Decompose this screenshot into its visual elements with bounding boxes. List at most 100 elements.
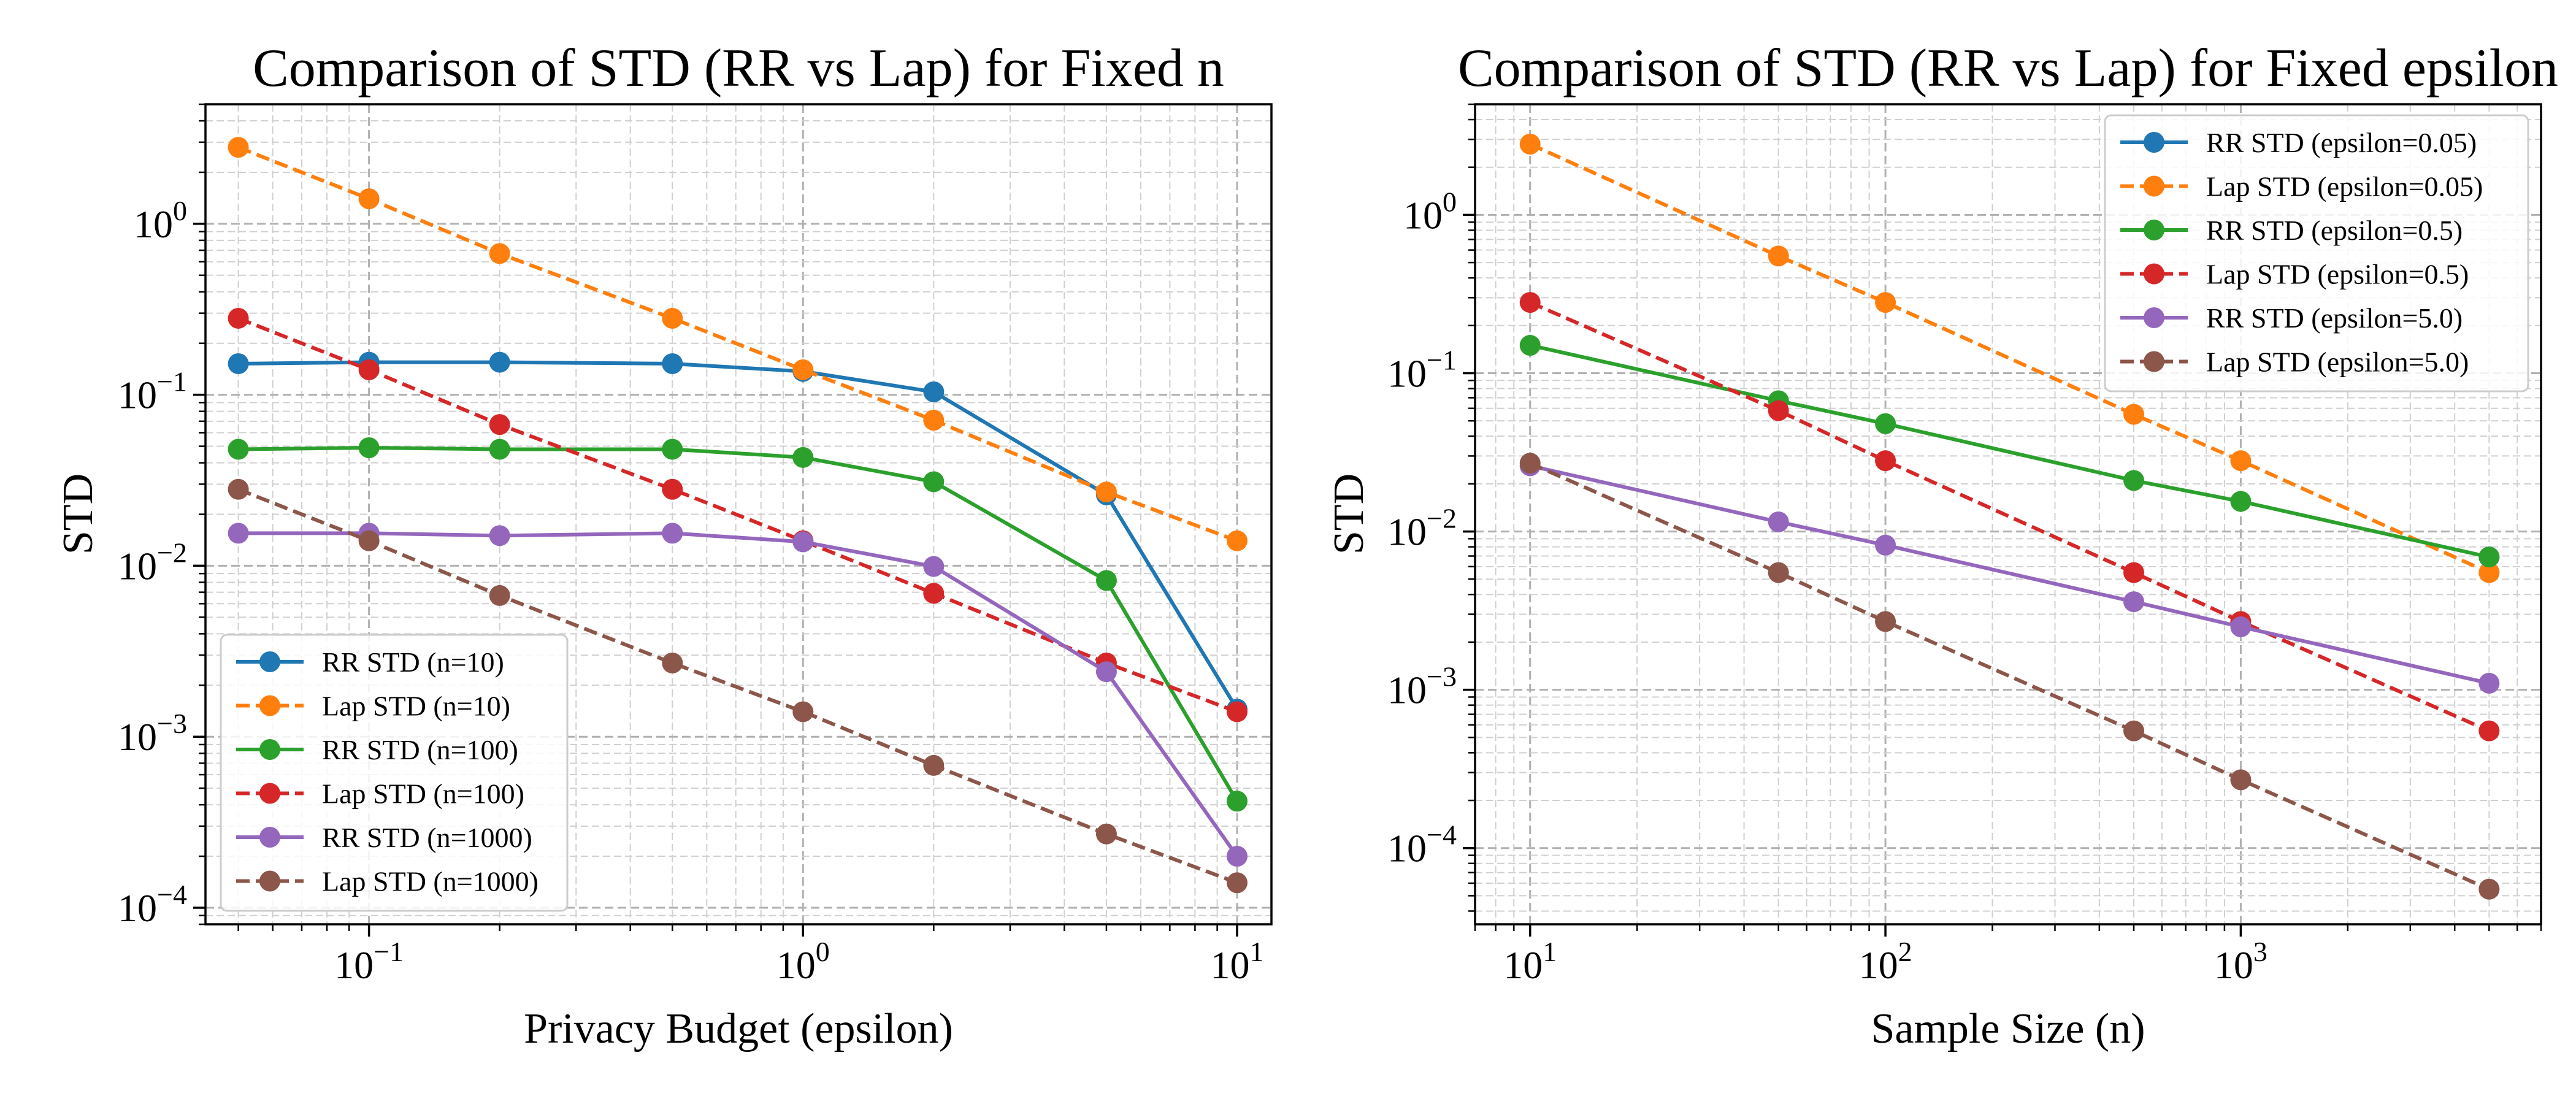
chart-title: Comparison of STD (RR vs Lap) for Fixed …: [1458, 39, 2558, 98]
legend-label: Lap STD (epsilon=0.05): [2206, 171, 2483, 202]
series-line: [237, 316, 1238, 714]
series-line: [1529, 142, 2490, 575]
x-tick-label: 10−1: [334, 936, 404, 987]
data-point: [489, 243, 510, 264]
y-tick-label: 10−1: [118, 366, 187, 417]
data-point: [1226, 701, 1248, 723]
series: [1519, 133, 2500, 583]
data-point: [489, 439, 510, 460]
data-point: [923, 754, 945, 776]
series-line: [1529, 461, 2490, 891]
legend-marker: [259, 870, 280, 892]
data-point: [2478, 878, 2500, 900]
data-point: [1875, 450, 1896, 472]
legend-label: Lap STD (n=10): [322, 691, 510, 722]
data-point: [792, 359, 814, 380]
data-point: [1519, 292, 1541, 313]
y-tick-label: 10−4: [118, 879, 187, 930]
data-point: [2123, 591, 2145, 613]
series: [1519, 453, 2500, 900]
plot-lines: [1519, 133, 2500, 900]
chart-fixed-epsilon: 101 102 103 10−4 10−3 10−2 10−1 100 Comparison …: [1325, 39, 2558, 1052]
y-axis-label: STD: [55, 473, 102, 554]
data-point: [228, 523, 249, 544]
series-line: [237, 145, 1238, 543]
data-point: [1768, 400, 1789, 421]
legend-marker: [259, 651, 280, 672]
legend-item: Lap STD (epsilon=0.5): [2120, 259, 2469, 290]
data-point: [2123, 562, 2145, 583]
data-point: [1519, 335, 1541, 356]
legend-marker: [2144, 351, 2164, 372]
legend-marker: [259, 783, 280, 804]
data-point: [1875, 534, 1896, 556]
data-point: [923, 583, 945, 604]
legend-item: RR STD (epsilon=5.0): [2120, 302, 2463, 334]
data-point: [2478, 672, 2500, 694]
legend-item: Lap STD (n=1000): [236, 866, 539, 897]
x-tick-label: 101: [1210, 936, 1263, 987]
data-point: [923, 381, 945, 402]
chart-title: Comparison of STD (RR vs Lap) for Fixed …: [253, 39, 1224, 98]
data-point: [1768, 511, 1789, 532]
legend-box: [2104, 114, 2529, 393]
series: [228, 478, 1248, 894]
data-point: [358, 188, 380, 210]
data-point: [2123, 404, 2145, 425]
x-tick-label: 102: [1859, 936, 1912, 987]
tick-labels: 101 102 103 10−4 10−3 10−2 10−1 100: [1387, 103, 2542, 987]
axes-frame: [1474, 103, 2542, 926]
data-point: [2123, 470, 2145, 491]
data-point: [228, 353, 249, 374]
data-point: [358, 437, 380, 459]
y-tick-label: 10−2: [118, 537, 187, 588]
data-point: [2478, 562, 2500, 583]
x-tick-label: 103: [2214, 936, 2267, 987]
data-point: [923, 556, 945, 577]
legend-label: RR STD (epsilon=5.0): [2206, 302, 2463, 334]
legend: RR STD (n=10) Lap STD (n=10) RR STD (n=100…: [220, 634, 569, 912]
data-point: [2230, 769, 2252, 791]
data-point: [2230, 616, 2252, 637]
data-point: [228, 439, 249, 460]
legend-box: [220, 634, 569, 912]
legend-item: Lap STD (n=10): [236, 691, 510, 722]
legend: RR STD (epsilon=0.05) Lap STD (epsilon=0.…: [2104, 114, 2529, 393]
series: [228, 137, 1248, 551]
data-point: [358, 359, 380, 380]
x-tick-label: 100: [776, 936, 830, 987]
y-axis-label: STD: [1325, 473, 1373, 554]
data-point: [2230, 450, 2252, 472]
legend-label: RR STD (epsilon=0.05): [2206, 127, 2477, 158]
data-point: [228, 478, 249, 500]
legend-marker: [259, 739, 280, 760]
legend-item: Lap STD (n=100): [236, 778, 524, 810]
legend-item: RR STD (n=10): [236, 646, 504, 678]
y-tick-label: 10−2: [1387, 503, 1457, 554]
data-point: [2230, 491, 2252, 512]
y-tick-label: 10−1: [1387, 344, 1457, 395]
data-point: [1875, 611, 1896, 632]
data-point: [923, 410, 945, 431]
legend-item: Lap STD (epsilon=0.05): [2120, 171, 2483, 202]
legend-label: Lap STD (epsilon=5.0): [2206, 347, 2469, 378]
x-tick-label: 101: [1503, 936, 1557, 987]
data-point: [358, 530, 380, 551]
data-point: [228, 137, 249, 158]
data-point: [1226, 530, 1248, 551]
legend-label: RR STD (n=10): [322, 646, 504, 678]
legend-marker: [2144, 175, 2164, 197]
data-point: [1768, 245, 1789, 267]
data-point: [2478, 720, 2500, 742]
legend-item: RR STD (n=1000): [236, 822, 532, 853]
series-line: [238, 446, 1239, 802]
data-point: [662, 439, 683, 460]
legend-marker: [2144, 220, 2164, 240]
series-line: [238, 531, 1239, 857]
legend-item: RR STD (epsilon=0.05): [2120, 127, 2477, 158]
series-line: [237, 487, 1238, 885]
legend-marker: [2144, 263, 2164, 285]
legend-label: RR STD (n=1000): [322, 822, 532, 853]
data-point: [1226, 872, 1248, 894]
